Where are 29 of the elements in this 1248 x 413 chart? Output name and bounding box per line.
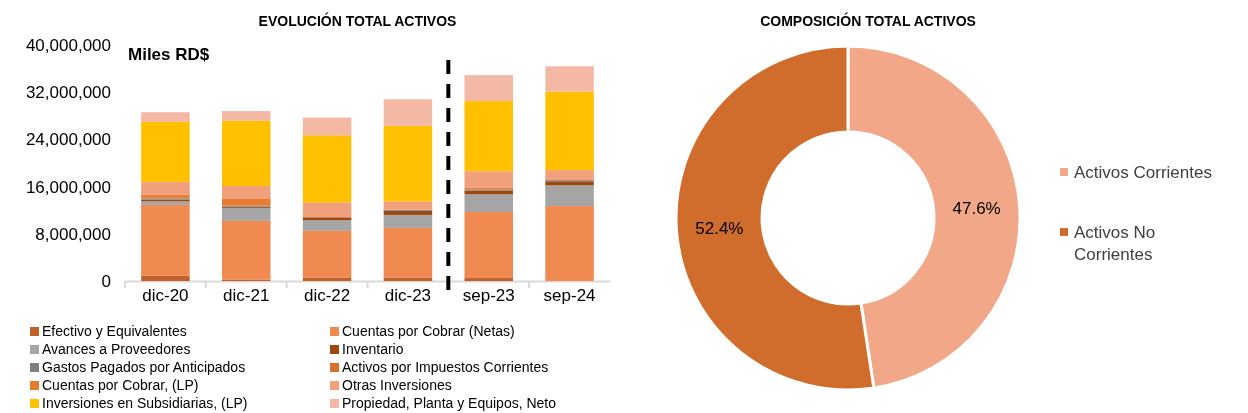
legend-label: Activos No Corrientes	[1074, 223, 1156, 264]
legend-label: Inventario	[342, 341, 404, 357]
legend-label: Cuentas por Cobrar (Netas)	[342, 323, 515, 339]
legend-label: Efectivo y Equivalentes	[42, 323, 187, 339]
legend-label: Activos Corrientes	[1074, 163, 1212, 182]
x-tick-label: sep-23	[462, 286, 515, 306]
y-tick-label: 32,000,000	[25, 83, 111, 103]
legend-label: Gastos Pagados por Anticipados	[42, 359, 246, 375]
x-tick-label: dic-23	[384, 286, 432, 306]
y-tick-label: 16,000,000	[25, 177, 111, 197]
chart-title: COMPOSICIÓN TOTAL ACTIVOS	[760, 12, 976, 29]
y-tick-label: 8,000,000	[35, 224, 111, 244]
legend-label: Otras Inversiones	[342, 377, 452, 393]
y-tick-label: 0	[101, 271, 111, 291]
legend-label: Cuentas por Cobrar, (LP)	[42, 377, 199, 393]
chart-title: EVOLUCIÓN TOTAL ACTIVOS	[258, 12, 457, 29]
y-tick-label: 40,000,000	[25, 35, 111, 55]
y-axis-title: Miles RD$	[128, 45, 210, 64]
x-tick-label: dic-22	[303, 286, 351, 306]
x-tick-label: dic-20	[142, 286, 189, 306]
data-label: 47.6%	[952, 199, 1001, 219]
legend-label: Inversiones en Subsidiarias, (LP)	[42, 395, 248, 411]
x-tick-label: dic-21	[223, 286, 270, 306]
data-label: 52.4%	[695, 218, 744, 238]
x-tick-label: sep-24	[543, 286, 596, 306]
legend-label: Avances a Proveedores	[42, 341, 191, 357]
legend-label: Activos por Impuestos Corrientes	[342, 359, 549, 375]
legend-label: Propiedad, Planta y Equipos, Neto	[342, 395, 557, 411]
y-tick-label: 24,000,000	[25, 130, 111, 150]
